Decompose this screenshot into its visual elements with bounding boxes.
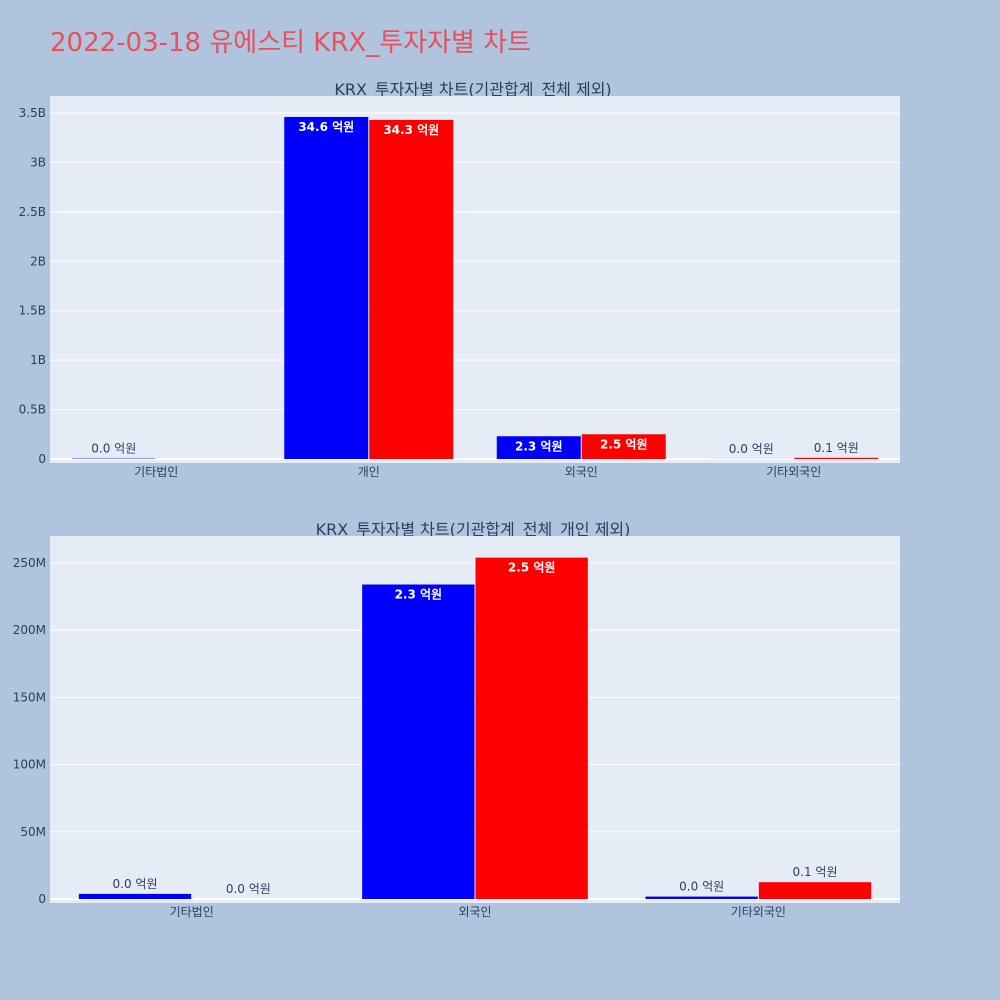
y-tick-label: 1B — [30, 353, 46, 367]
x-tick-label: 개인 — [358, 465, 380, 479]
y-tick-label: 200M — [13, 623, 46, 637]
x-tick-label: 기타법인 — [134, 465, 178, 479]
y-tick-label: 1.5B — [19, 304, 46, 318]
y-tick-label: 2.5B — [19, 205, 46, 219]
x-tick-label: 기타법인 — [170, 905, 214, 919]
bar — [496, 436, 581, 459]
bar — [362, 584, 475, 899]
chart-title: KRX_투자자별 차트(기관합계_전체_개인 제외) — [316, 520, 631, 540]
chart-title: KRX_투자자별 차트(기관합계_전체 제외) — [334, 80, 611, 100]
bar — [758, 882, 872, 899]
bar-data-label: 0.0 억원 — [226, 882, 271, 896]
x-tick-label: 기타외국인 — [731, 905, 786, 919]
bar-data-label: 34.3 억원 — [383, 123, 439, 137]
bar-data-label: 0.0 억원 — [113, 877, 158, 891]
bar-data-label: 0.0 억원 — [91, 442, 136, 456]
bar-data-label: 0.1 억원 — [814, 441, 859, 455]
x-tick-label: 외국인 — [458, 905, 491, 919]
bar — [581, 434, 666, 459]
chart-investor-excl-individual: KRX_투자자별 차트(기관합계_전체_개인 제외) 0 50M 100M 150M 20… — [13, 520, 900, 919]
x-tick-label: 외국인 — [565, 465, 598, 479]
bar-data-label: 2.3 억원 — [395, 588, 443, 602]
bar-data-label: 2.5 억원 — [600, 437, 648, 451]
bar-data-label: 2.3 억원 — [515, 439, 563, 453]
y-tick-label: 50M — [20, 825, 46, 839]
y-tick-label: 3.5B — [19, 106, 46, 120]
y-tick-label: 0 — [38, 892, 46, 906]
bar-data-label: 2.5 억원 — [508, 561, 556, 575]
bar — [794, 457, 879, 459]
x-tick-label: 기타외국인 — [766, 465, 821, 479]
bar — [78, 893, 192, 899]
bar-data-label: 0.1 억원 — [793, 865, 838, 879]
y-tick-label: 150M — [13, 690, 46, 704]
y-tick-label: 0.5B — [19, 403, 46, 417]
bar-data-label: 0.0 억원 — [729, 442, 774, 456]
bar-data-label: 34.6 억원 — [298, 120, 354, 134]
y-tick-label: 0 — [38, 452, 46, 466]
bar — [284, 116, 369, 459]
chart-investor-all: KRX_투자자별 차트(기관합계_전체 제외) 0 0.5B 1B 1.5B 2B 2.5B… — [19, 80, 900, 479]
bar — [369, 119, 454, 460]
bar — [475, 557, 588, 899]
plot-area — [50, 536, 900, 903]
bar — [645, 896, 758, 899]
plot-area — [50, 96, 900, 463]
y-tick-label: 100M — [13, 758, 46, 772]
y-tick-label: 3B — [30, 155, 46, 169]
page-title: 2022-03-18 유에스티 KRX_투자자별 차트 — [50, 28, 532, 58]
y-tick-label: 250M — [13, 556, 46, 570]
y-tick-label: 2B — [30, 254, 46, 268]
bar-data-label: 0.0 억원 — [679, 880, 724, 894]
